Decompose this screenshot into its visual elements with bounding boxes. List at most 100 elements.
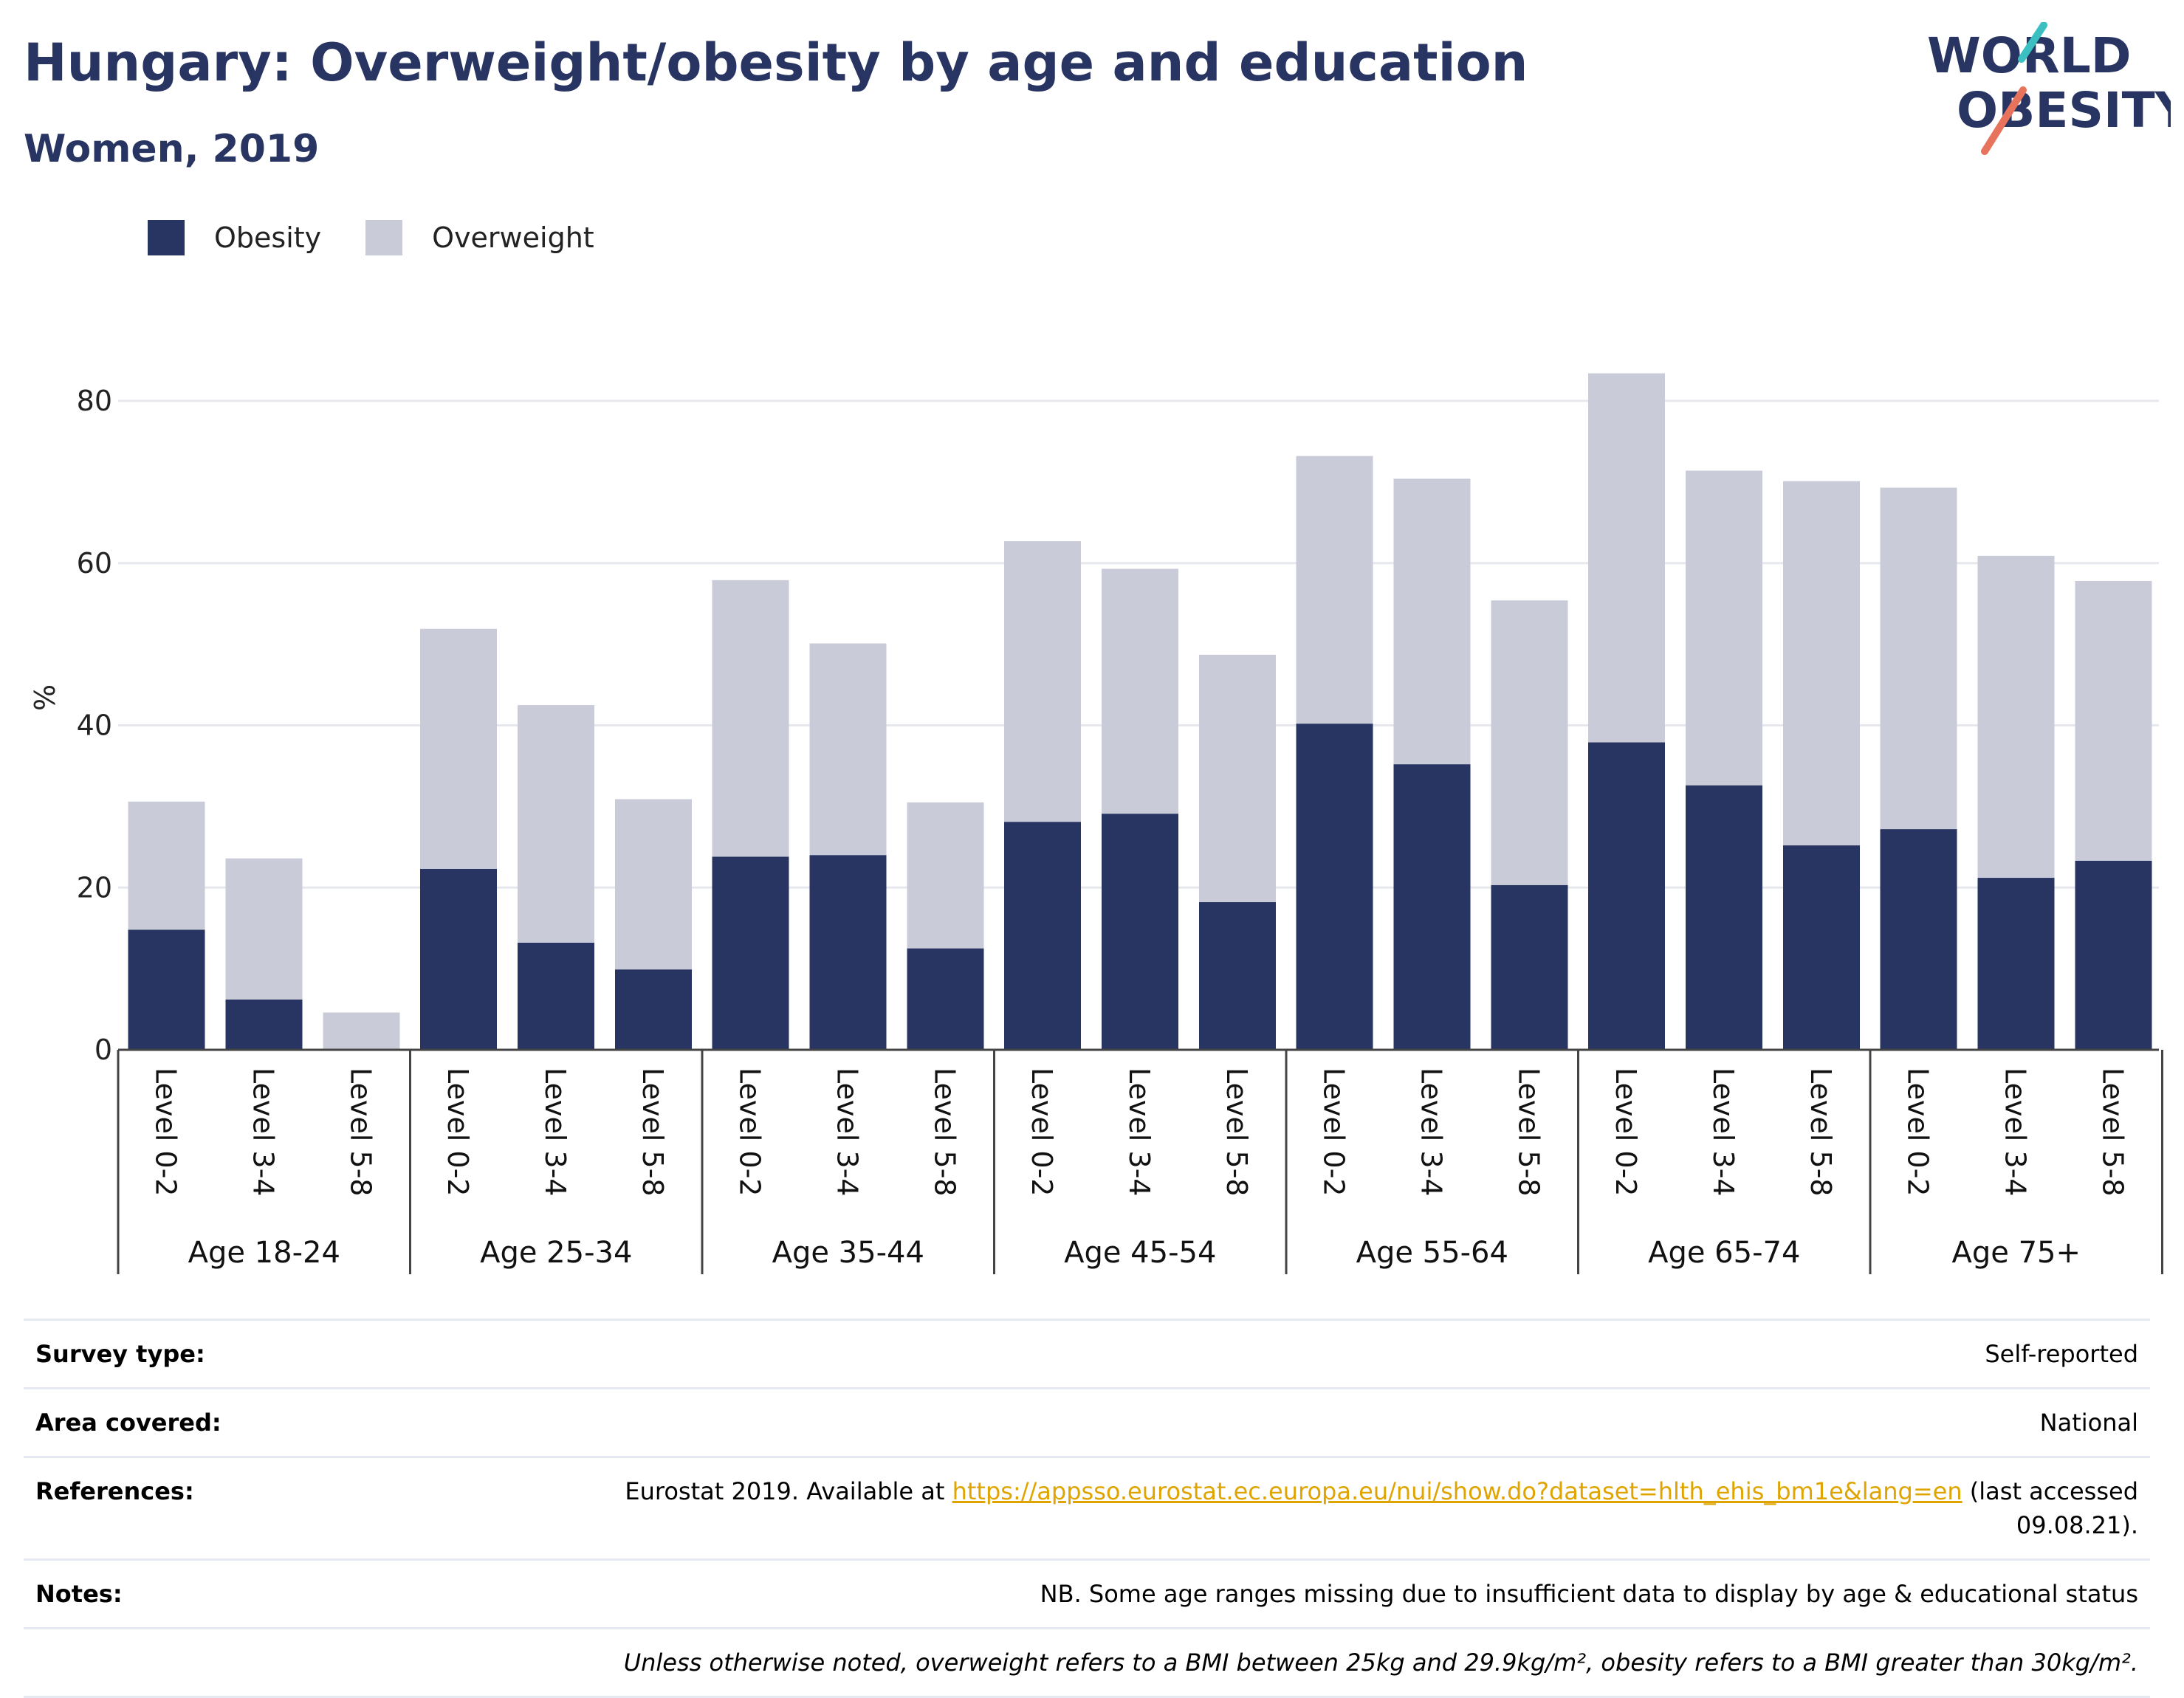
bar-obesity[interactable]	[1491, 884, 1568, 1050]
bar-overweight[interactable]	[1102, 568, 1178, 814]
bar-overweight[interactable]	[907, 802, 984, 949]
info-row-notes: Notes: NB. Some age ranges missing due t…	[24, 1558, 2150, 1627]
bar-obesity[interactable]	[907, 948, 984, 1050]
y-tick-label: 0	[95, 1034, 112, 1066]
x-tick-label: Level 5-8	[2097, 1068, 2129, 1196]
x-tick-label: Level 5-8	[1220, 1068, 1253, 1196]
bar-overweight[interactable]	[128, 801, 205, 930]
info-key: Notes:	[35, 1580, 123, 1608]
bar-obesity[interactable]	[615, 969, 692, 1050]
x-tick-label: Level 0-2	[442, 1068, 474, 1196]
bar-obesity[interactable]	[128, 929, 205, 1050]
bar-overweight[interactable]	[518, 705, 594, 943]
bar-obesity[interactable]	[1588, 742, 1665, 1050]
info-value: Eurostat 2019. Available at https://apps…	[588, 1474, 2138, 1542]
bar-overweight[interactable]	[1880, 487, 1957, 830]
bar-obesity[interactable]	[2075, 860, 2152, 1050]
x-tick-label: Level 0-2	[1610, 1068, 1642, 1196]
x-tick-label: Level 3-4	[1707, 1068, 1740, 1196]
x-tick-label: Level 5-8	[345, 1068, 377, 1196]
legend-label-overweight: Overweight	[432, 221, 594, 254]
bar-overweight[interactable]	[420, 628, 497, 869]
x-tick-label: Level 5-8	[929, 1068, 961, 1196]
bar-overweight[interactable]	[1393, 478, 1471, 765]
definition-note: Unless otherwise noted, overweight refer…	[623, 1649, 2138, 1677]
x-group-label: Age 45-54	[1064, 1236, 1216, 1270]
bar-overweight[interactable]	[1783, 481, 1860, 846]
logo-coral-slash	[1981, 86, 2027, 155]
x-tick-label: Level 5-8	[1804, 1068, 1837, 1196]
info-row-definition: Unless otherwise noted, overweight refer…	[24, 1627, 2150, 1698]
bar-obesity[interactable]	[225, 999, 303, 1050]
x-tick-label: Level 3-4	[539, 1068, 571, 1196]
logo-word-2: OBESITY	[1957, 82, 2171, 139]
bar-obesity[interactable]	[712, 856, 789, 1050]
info-row-survey-type: Survey type: Self-reported	[24, 1319, 2150, 1387]
x-tick-label: Level 0-2	[1026, 1068, 1058, 1196]
bar-obesity[interactable]	[1102, 814, 1178, 1050]
bar-obesity[interactable]	[1783, 845, 1860, 1050]
y-axis-ticks: 0 20 40 60 80	[77, 385, 112, 1066]
x-group-label: Age 65-74	[1648, 1236, 1800, 1270]
bar-overweight[interactable]	[1588, 373, 1665, 743]
legend-swatch-obesity	[148, 220, 185, 255]
bar-overweight[interactable]	[323, 1012, 400, 1050]
y-tick-label: 20	[77, 871, 112, 904]
x-tick-label: Level 0-2	[1902, 1068, 1934, 1196]
x-tick-label: Level 3-4	[1123, 1068, 1155, 1196]
bar-obesity[interactable]	[1393, 764, 1471, 1050]
info-key: Survey type:	[35, 1340, 205, 1368]
x-tick-label: Level 0-2	[150, 1068, 182, 1196]
bar-obesity[interactable]	[1004, 822, 1081, 1050]
bar-obesity[interactable]	[1977, 878, 2055, 1050]
reference-suffix: (last accessed 09.08.21).	[1962, 1477, 2138, 1539]
y-tick-label: 40	[77, 709, 112, 742]
x-tick-label: Level 5-8	[1513, 1068, 1545, 1196]
bar-obesity[interactable]	[1199, 902, 1276, 1050]
bars	[128, 373, 2152, 1050]
x-tick-label: Level 3-4	[831, 1068, 864, 1196]
x-tick-label: Level 3-4	[1415, 1068, 1448, 1196]
info-value: NB. Some age ranges missing due to insuf…	[1040, 1580, 2138, 1608]
x-tick-label: Level 5-8	[636, 1068, 669, 1196]
reference-prefix: Eurostat 2019. Available at	[625, 1477, 952, 1505]
bar-obesity[interactable]	[809, 855, 887, 1050]
chart-legend: Obesity Overweight	[148, 219, 639, 257]
logo-teal-slash	[2018, 22, 2047, 63]
bar-obesity[interactable]	[1880, 829, 1957, 1050]
bar-overweight[interactable]	[712, 580, 789, 857]
bar-overweight[interactable]	[615, 799, 692, 970]
y-axis-label: %	[29, 684, 61, 711]
bar-overweight[interactable]	[2075, 580, 2152, 861]
info-row-area-covered: Area covered: National	[24, 1387, 2150, 1456]
bar-overweight[interactable]	[1296, 456, 1373, 724]
x-axis: Level 0-2 Level 3-4 Level 5-8 Age 18-24 Leve…	[117, 1048, 2163, 1274]
stacked-bar-chart: 0 20 40 60 80 % Level 0-2 Level 3-4 Level 5-8 A…	[29, 373, 2163, 1274]
bar-obesity[interactable]	[1686, 785, 1762, 1050]
info-value: Self-reported	[1985, 1340, 2138, 1368]
bar-obesity[interactable]	[420, 868, 497, 1050]
legend-item-overweight[interactable]: Overweight	[365, 220, 594, 255]
info-key: Area covered:	[35, 1409, 222, 1437]
legend-swatch-overweight	[365, 220, 403, 255]
legend-item-obesity[interactable]: Obesity	[148, 220, 321, 255]
bar-obesity[interactable]	[1296, 723, 1373, 1050]
bar-obesity[interactable]	[518, 942, 594, 1050]
reference-link[interactable]: https://appsso.eurostat.ec.europa.eu/nui…	[952, 1477, 1962, 1505]
bar-overweight[interactable]	[1686, 470, 1762, 786]
x-group-label: Age 35-44	[772, 1236, 924, 1270]
bar-overweight[interactable]	[809, 643, 887, 856]
chart-subtitle: Women, 2019	[24, 127, 320, 171]
bar-overweight[interactable]	[225, 858, 303, 1000]
bar-overweight[interactable]	[1491, 600, 1568, 885]
y-tick-label: 80	[77, 385, 112, 417]
x-tick-label: Level 0-2	[734, 1068, 766, 1196]
bar-overweight[interactable]	[1977, 555, 2055, 879]
x-tick-label: Level 0-2	[1318, 1068, 1350, 1196]
info-table: Survey type: Self-reported Area covered:…	[24, 1319, 2150, 1698]
bar-overweight[interactable]	[1004, 541, 1081, 822]
info-value: National	[2039, 1409, 2138, 1437]
bar-overweight[interactable]	[1199, 654, 1276, 903]
chart-title: Hungary: Overweight/obesity by age and e…	[24, 32, 1528, 93]
info-key: References:	[35, 1477, 194, 1505]
